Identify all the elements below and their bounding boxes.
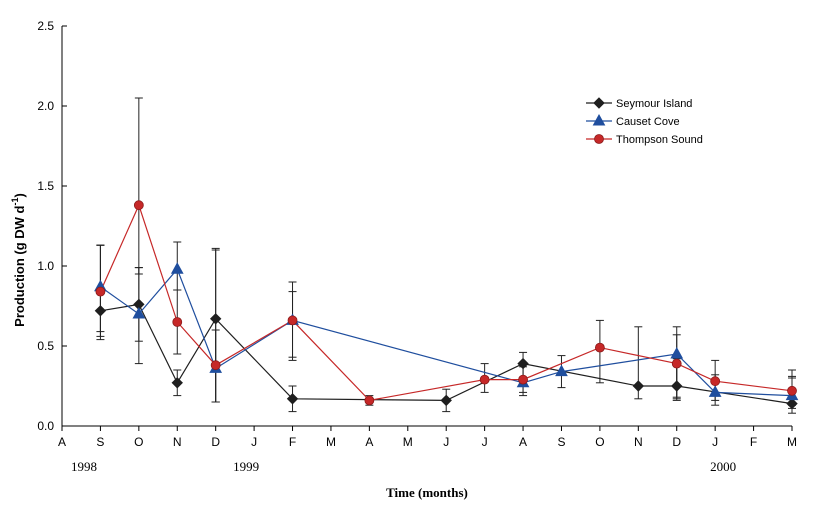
legend-label: Causet Cove [616,116,680,128]
legend-marker [594,134,604,144]
legend-marker [592,113,606,126]
data-point [518,374,528,385]
data-point [172,317,183,327]
series-line-2 [99,203,793,402]
data-point [133,200,144,211]
year-label: 1999 [233,459,259,474]
axes: 0.0 0.5 1.0 1.5 2.0 2.5 A S O N D J F M A M J J A S O N D J F M 19… [37,19,797,474]
legend-item: Causet Cove [586,113,680,128]
x-tick-label: M [403,435,413,449]
legend-item: Seymour Island [586,97,692,110]
x-tick-label: J [443,435,449,449]
data-point [170,262,184,274]
x-tick-label: S [96,435,104,449]
series-markers-1 [94,262,799,401]
x-tick-label: A [58,435,66,449]
data-point [94,305,107,317]
data-point [364,395,375,406]
series-markers-0 [94,298,798,410]
data-point [479,374,490,385]
x-tick-label: D [211,435,220,449]
data-point [671,380,683,392]
legend-item: Thompson Sound [586,134,703,146]
series-layer [94,97,799,414]
legend-label: Thompson Sound [616,134,703,146]
x-tick-label: F [289,435,296,449]
y-tick-label: 2.5 [37,19,54,33]
x-tick-label: A [365,435,373,449]
data-point [555,364,568,377]
data-point [670,346,684,359]
series-markers-2 [95,200,797,406]
y-tick-label: 0.5 [37,339,54,353]
y-tick-label: 0.0 [37,419,54,433]
x-tick-label: F [750,435,757,449]
x-tick-label: J [251,435,257,449]
data-point [440,394,452,407]
data-point [287,315,298,326]
data-point [708,385,722,397]
x-tick-label: M [326,435,336,449]
x-tick-label: N [173,435,182,449]
y-axis-label-main: Production (g DW d [12,205,27,326]
data-point [594,342,605,353]
legend-label: Seymour Island [616,98,692,110]
year-label: 1998 [71,459,97,474]
data-point [132,306,146,319]
data-point [710,376,721,387]
y-tick-label: 1.0 [37,259,54,273]
data-point [209,313,222,325]
x-axis-label: Time (months) [386,485,468,500]
x-tick-label: J [712,435,718,449]
series-line-1 [100,268,793,397]
x-tick-label: M [787,435,797,449]
data-point [286,393,299,405]
y-axis-label-close: ) [12,193,27,197]
data-point [786,397,798,410]
legend: Seymour Island Causet Cove Thompson Sound [586,97,703,146]
series-errorbars-1 [96,241,796,409]
y-tick-label: 2.0 [37,99,54,113]
year-label: 2000 [710,459,736,474]
data-point [787,385,797,396]
y-tick-label: 1.5 [37,179,54,193]
y-axis-label: Production (g DW d-1) [10,193,27,327]
data-point [210,360,221,371]
x-tick-label: N [634,435,643,449]
data-point [517,357,529,370]
x-tick-label: O [595,435,604,449]
y-axis-label-sup: -1 [10,198,20,206]
x-tick-label: O [134,435,143,449]
data-point [632,380,645,392]
x-tick-label: S [557,435,565,449]
legend-marker [593,97,605,109]
data-point [671,358,682,369]
x-tick-label: A [519,435,527,449]
x-tick-label: J [482,435,488,449]
data-point [95,286,106,297]
data-point [171,377,183,389]
x-tick-label: D [672,435,681,449]
